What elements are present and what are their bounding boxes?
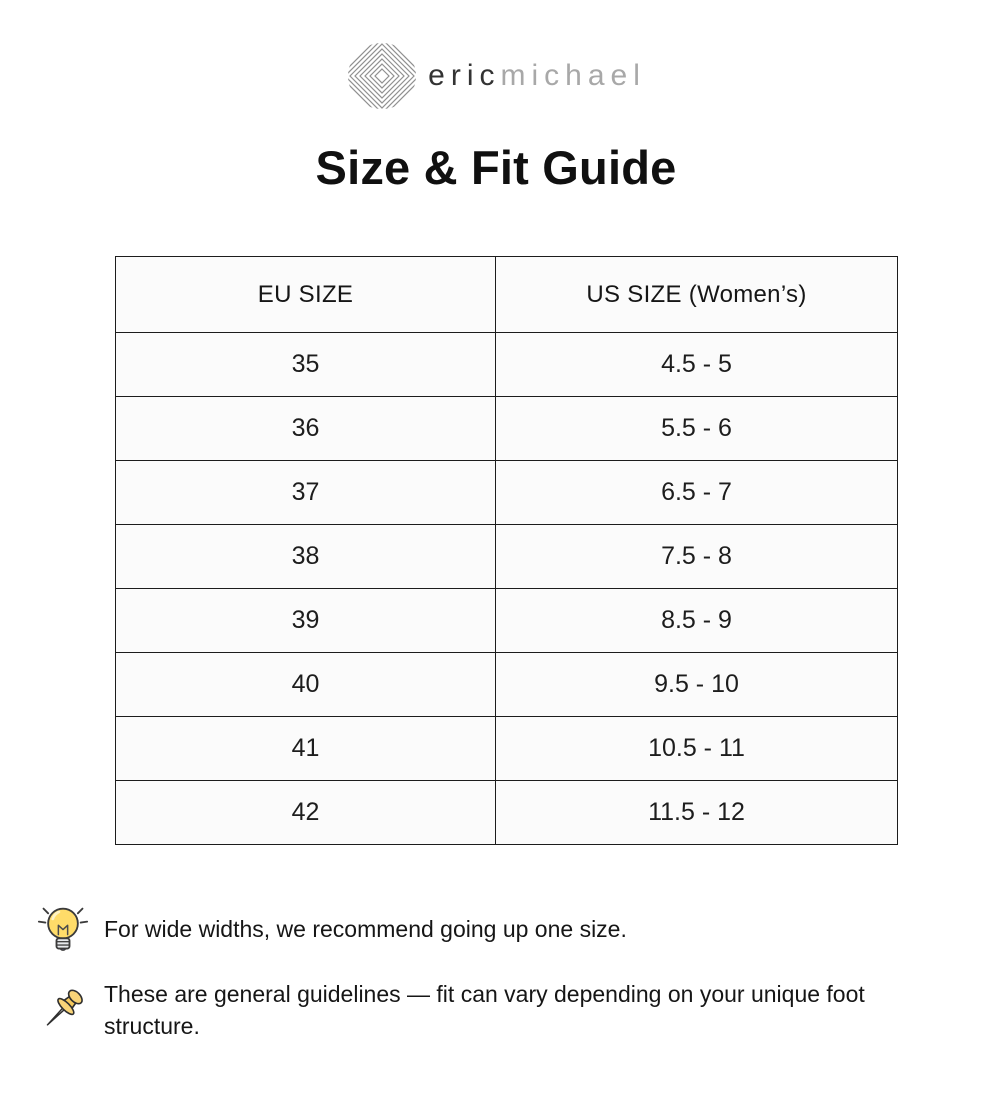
table-row: 36 5.5 - 6 <box>115 396 898 461</box>
brand-logo-text: ericmichael <box>428 61 646 91</box>
note-wide-widths: For wide widths, we recommend going up o… <box>36 901 992 959</box>
brand-logo: ericmichael <box>0 0 992 110</box>
brand-name-secondary: michael <box>500 59 646 92</box>
us-size-cell: 8.5 - 9 <box>495 588 898 653</box>
table-row: 39 8.5 - 9 <box>115 588 898 653</box>
table-row: 37 6.5 - 7 <box>115 460 898 525</box>
note-general-guidelines: These are general guidelines — fit can v… <box>36 979 992 1042</box>
page-title: Size & Fit Guide <box>315 141 677 194</box>
eu-size-cell: 36 <box>115 396 496 461</box>
eu-size-cell: 35 <box>115 332 496 397</box>
table-row: 35 4.5 - 5 <box>115 332 898 397</box>
us-size-cell: 5.5 - 6 <box>495 396 898 461</box>
note-text-general-guidelines: These are general guidelines — fit can v… <box>104 981 865 1039</box>
table-header-row: EU SIZE US SIZE (Women’s) <box>115 256 898 333</box>
lightbulb-icon <box>36 901 90 959</box>
us-size-cell: 6.5 - 7 <box>495 460 898 525</box>
brand-name-primary: eric <box>428 59 501 92</box>
eu-size-cell: 39 <box>115 588 496 653</box>
pushpin-icon <box>36 982 90 1040</box>
eu-size-cell: 41 <box>115 716 496 781</box>
table-row: 42 11.5 - 12 <box>115 780 898 845</box>
notes-section: For wide widths, we recommend going up o… <box>36 901 992 1042</box>
us-size-cell: 11.5 - 12 <box>495 780 898 845</box>
diamond-pattern-icon <box>346 42 418 110</box>
us-size-cell: 7.5 - 8 <box>495 524 898 589</box>
us-size-cell: 10.5 - 11 <box>495 716 898 781</box>
eu-size-cell: 40 <box>115 652 496 717</box>
table-header-us-size: US SIZE (Women’s) <box>495 256 898 333</box>
note-text-wide-widths: For wide widths, we recommend going up o… <box>104 916 627 943</box>
table-row: 41 10.5 - 11 <box>115 716 898 781</box>
eu-size-cell: 37 <box>115 460 496 525</box>
table-row: 38 7.5 - 8 <box>115 524 898 589</box>
table-row: 40 9.5 - 10 <box>115 652 898 717</box>
eu-size-cell: 42 <box>115 780 496 845</box>
size-table: EU SIZE US SIZE (Women’s) 35 4.5 - 5 36 … <box>115 256 898 845</box>
us-size-cell: 4.5 - 5 <box>495 332 898 397</box>
us-size-cell: 9.5 - 10 <box>495 652 898 717</box>
table-header-eu-size: EU SIZE <box>115 256 496 333</box>
eu-size-cell: 38 <box>115 524 496 589</box>
